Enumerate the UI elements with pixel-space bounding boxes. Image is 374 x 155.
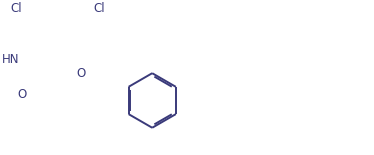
Text: HN: HN: [2, 53, 19, 66]
Text: O: O: [77, 67, 86, 80]
Text: O: O: [17, 88, 27, 101]
Text: Cl: Cl: [93, 2, 105, 15]
Text: Cl: Cl: [10, 2, 22, 15]
